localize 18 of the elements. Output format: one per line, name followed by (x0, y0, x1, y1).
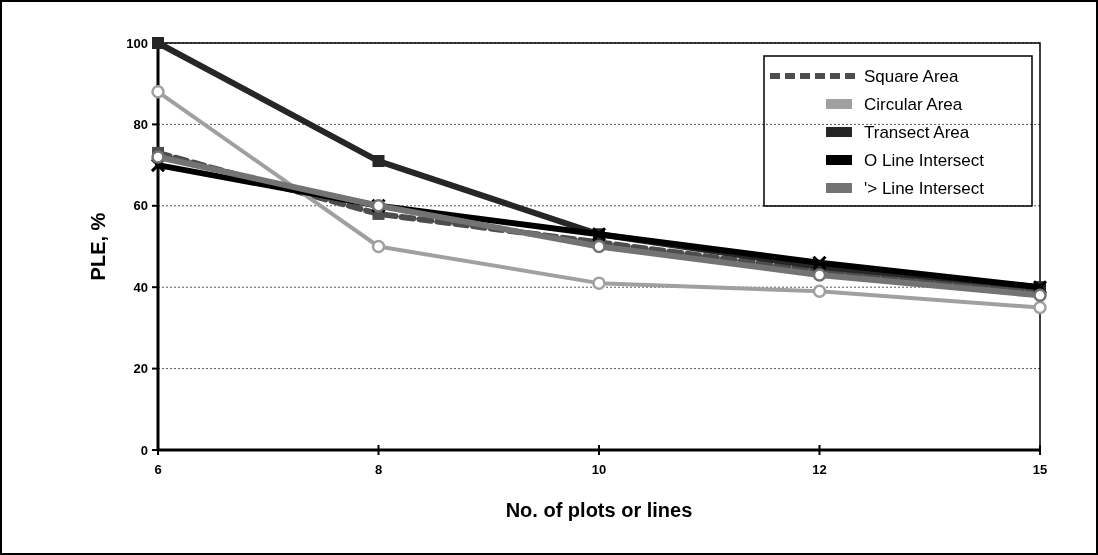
legend-label: Square Area (864, 66, 960, 86)
x-tick-label: 6 (154, 462, 162, 477)
y-tick-label: 100 (126, 35, 148, 51)
y-tick-label: 80 (133, 116, 148, 132)
legend-label: '> Line Intersect (864, 178, 985, 198)
legend-label: Transect Area (864, 122, 970, 142)
x-tick-label: 10 (591, 462, 607, 477)
x-tick-label: 15 (1032, 462, 1048, 477)
y-axis-title: PLE, % (87, 212, 109, 281)
y-tick-label: 60 (133, 198, 148, 214)
x-tick-label: 12 (812, 462, 827, 477)
y-tick-label: 20 (133, 361, 148, 377)
x-axis-title: No. of plots or lines (505, 499, 693, 521)
y-tick-label: 0 (140, 442, 148, 458)
legend-label: Circular Area (864, 94, 963, 114)
x-tick-label: 8 (374, 462, 383, 477)
legend-label: O Line Intersect (864, 150, 985, 170)
y-tick-label: 40 (133, 279, 148, 295)
